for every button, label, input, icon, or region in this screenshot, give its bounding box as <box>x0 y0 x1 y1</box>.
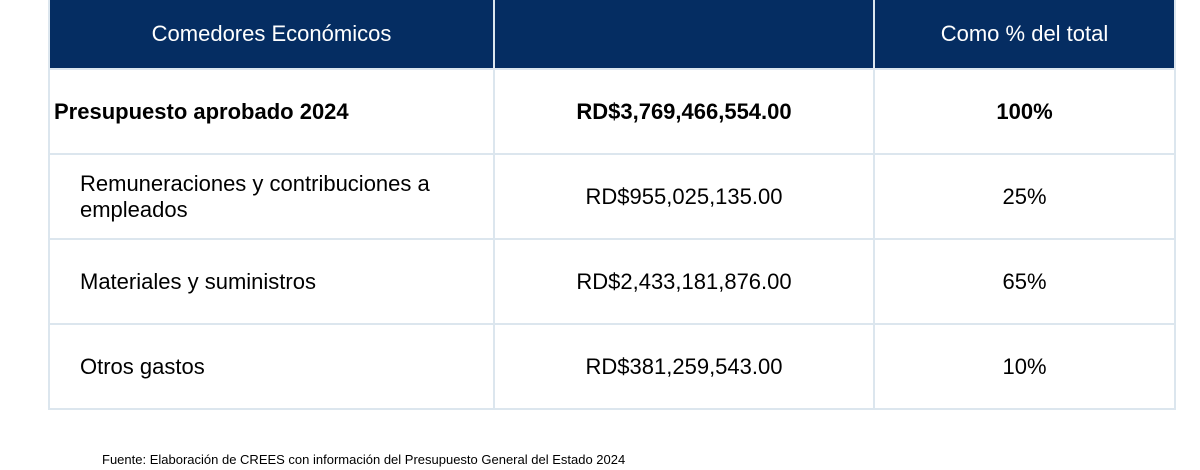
header-category: Comedores Económicos <box>48 0 495 70</box>
row-amount: RD$3,769,466,554.00 <box>493 68 875 155</box>
row-percent: 10% <box>873 323 1176 410</box>
table-row: Materiales y suministros RD$2,433,181,87… <box>48 238 1176 325</box>
row-label: Materiales y suministros <box>48 238 495 325</box>
row-percent: 100% <box>873 68 1176 155</box>
budget-table-container: Comedores Económicos Como % del total Pr… <box>48 0 1176 410</box>
table-header: Comedores Económicos Como % del total <box>48 0 1176 70</box>
table-row: Remuneraciones y contribuciones a emplea… <box>48 153 1176 240</box>
row-amount: RD$381,259,543.00 <box>493 323 875 410</box>
row-label: Remuneraciones y contribuciones a emplea… <box>48 153 495 240</box>
row-amount: RD$955,025,135.00 <box>493 153 875 240</box>
budget-table: Comedores Económicos Como % del total Pr… <box>48 0 1176 410</box>
row-label: Presupuesto aprobado 2024 <box>48 68 495 155</box>
header-row: Comedores Económicos Como % del total <box>48 0 1176 70</box>
header-amount <box>493 0 875 70</box>
table-body: Presupuesto aprobado 2024 RD$3,769,466,5… <box>48 68 1176 410</box>
header-percent: Como % del total <box>873 0 1176 70</box>
row-percent: 25% <box>873 153 1176 240</box>
row-amount: RD$2,433,181,876.00 <box>493 238 875 325</box>
row-percent: 65% <box>873 238 1176 325</box>
row-label: Otros gastos <box>48 323 495 410</box>
source-note: Fuente: Elaboración de CREES con informa… <box>102 452 626 467</box>
table-row: Otros gastos RD$381,259,543.00 10% <box>48 323 1176 410</box>
table-row-total: Presupuesto aprobado 2024 RD$3,769,466,5… <box>48 68 1176 155</box>
